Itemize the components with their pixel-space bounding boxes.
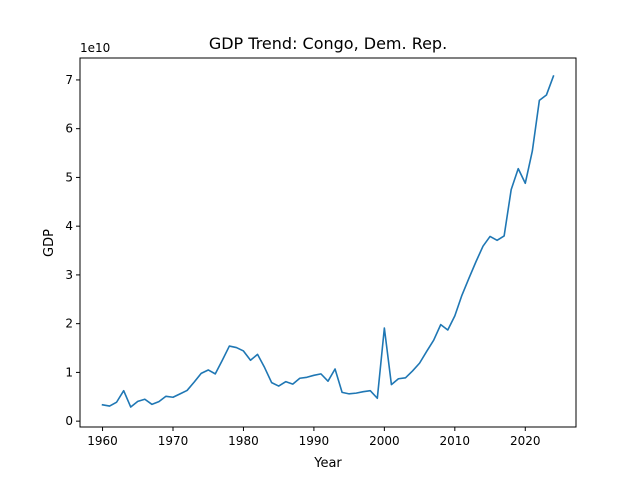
gdp-series-line	[101, 75, 555, 408]
y-tick-label: 4	[65, 219, 73, 233]
x-tick-label: 2000	[369, 434, 400, 448]
x-tick-label: 2010	[440, 434, 471, 448]
y-tick-label: 6	[65, 122, 73, 136]
x-tick-label: 1970	[158, 434, 189, 448]
plot-area: 1960 1970 1980 1990 2000 2010 2020 0 1 2 3 4 5 6 7	[65, 57, 577, 448]
x-tick-label: 1960	[87, 434, 118, 448]
axes-frame	[79, 57, 577, 428]
y-tick-label: 5	[65, 170, 73, 184]
y-tick-label: 2	[65, 317, 73, 331]
x-tick-label: 2020	[510, 434, 541, 448]
chart-title: GDP Trend: Congo, Dem. Rep.	[209, 34, 447, 53]
y-tick-label: 7	[65, 73, 73, 87]
y-tick-label: 0	[65, 414, 73, 428]
y-tick-label: 1	[65, 365, 73, 379]
y-axis-label: GDP	[42, 229, 57, 257]
y-axis-offset-label: 1e10	[80, 41, 110, 55]
x-tick-label: 1980	[228, 434, 259, 448]
x-tick-label: 1990	[299, 434, 330, 448]
y-tick-label: 3	[65, 268, 73, 282]
x-axis-label: Year	[313, 456, 342, 471]
